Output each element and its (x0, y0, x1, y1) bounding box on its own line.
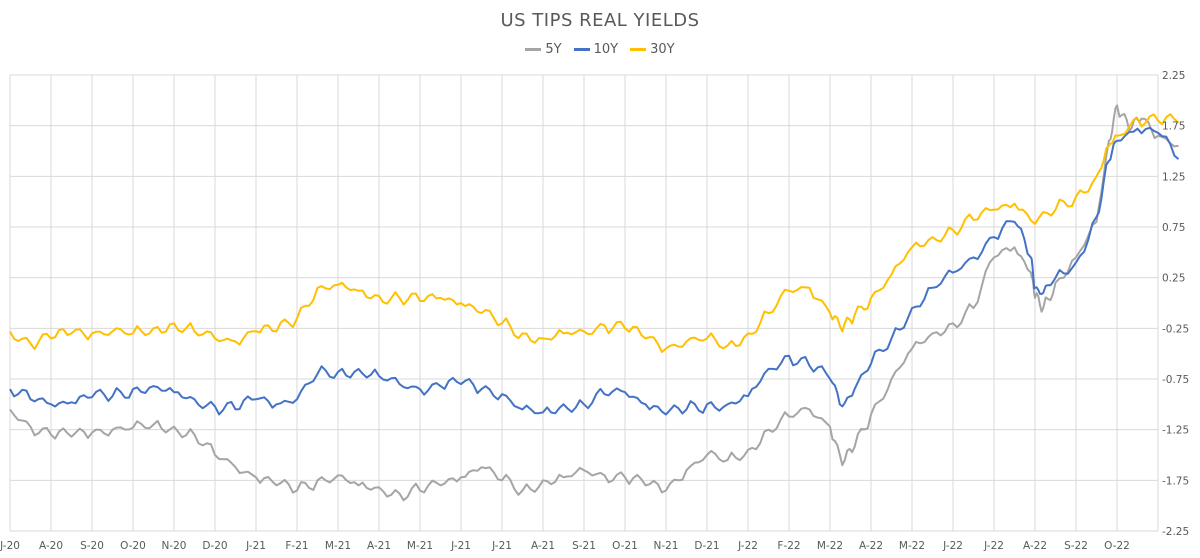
legend-label-10y: 10Y (593, 42, 619, 57)
chart-legend: 5Y 10Y 30Y (0, 42, 1200, 57)
legend-swatch-5y (525, 48, 542, 51)
y-tick-label: -0.75 (1162, 374, 1189, 386)
y-tick-label: 1.75 (1162, 121, 1185, 133)
x-tick-label: O-20 (120, 540, 146, 552)
legend-swatch-30y (630, 48, 647, 51)
y-tick-label: -1.25 (1162, 425, 1189, 437)
x-axis-ticks: J-20 A-20 S-20 O-20 N-20 D-20 J-21 F-21 M-21 A-21… (0, 540, 1130, 552)
x-tick-label: M-21 (325, 540, 351, 552)
x-tick-label: F-21 (285, 540, 308, 552)
x-tick-label: D-20 (202, 540, 227, 552)
x-tick-label: N-21 (653, 540, 678, 552)
y-tick-label: 0.25 (1162, 273, 1185, 285)
x-tick-label: A-20 (39, 540, 63, 552)
x-tick-label: D-21 (694, 540, 719, 552)
y-axis-ticks: 2.25 1.75 1.25 0.75 0.25 -0.25 -0.75 -1.25 -1.75… (1162, 70, 1189, 538)
x-tick-label: S-21 (572, 540, 596, 552)
series-lines (9, 104, 1180, 502)
y-tick-label: 2.25 (1162, 70, 1185, 82)
legend-label-5y: 5Y (545, 42, 562, 57)
x-tick-label: F-22 (777, 540, 800, 552)
y-tick-label: -0.25 (1162, 323, 1189, 335)
x-tick-label: J-22 (942, 540, 963, 552)
series-line-30y[interactable] (9, 113, 1180, 353)
x-tick-label: J-21 (450, 540, 471, 552)
y-tick-label: -2.25 (1162, 526, 1189, 538)
legend-item-30y[interactable]: 30Y (630, 42, 675, 57)
series-line-10y[interactable] (9, 126, 1180, 416)
series-line-5y[interactable] (9, 104, 1179, 502)
legend-item-5y[interactable]: 5Y (525, 42, 562, 57)
x-tick-label: A-22 (859, 540, 883, 552)
x-tick-label: M-22 (899, 540, 925, 552)
gridlines (9, 74, 1159, 532)
chart-title: US TIPS REAL YIELDS (500, 10, 700, 31)
y-tick-label: 0.75 (1162, 222, 1185, 234)
x-tick-label: M-21 (407, 540, 433, 552)
x-tick-label: S-22 (1064, 540, 1088, 552)
x-tick-label: A-22 (1023, 540, 1047, 552)
x-tick-label: O-22 (1104, 540, 1130, 552)
legend-label-30y: 30Y (650, 42, 675, 57)
y-tick-label: -1.75 (1162, 475, 1189, 487)
x-tick-label: J-22 (983, 540, 1004, 552)
legend-swatch-10y (573, 48, 590, 51)
x-tick-label: J-22 (737, 540, 758, 552)
x-tick-label: J-21 (245, 540, 266, 552)
x-tick-label: N-20 (161, 540, 186, 552)
x-tick-label: A-21 (531, 540, 555, 552)
y-tick-label: 1.25 (1162, 171, 1185, 183)
x-tick-label: A-21 (367, 540, 391, 552)
x-tick-label: M-22 (817, 540, 843, 552)
x-tick-label: O-21 (612, 540, 638, 552)
x-tick-label: J-21 (491, 540, 512, 552)
legend-item-10y[interactable]: 10Y (573, 42, 619, 57)
x-tick-label: J-20 (0, 540, 20, 552)
x-tick-label: S-20 (80, 540, 104, 552)
